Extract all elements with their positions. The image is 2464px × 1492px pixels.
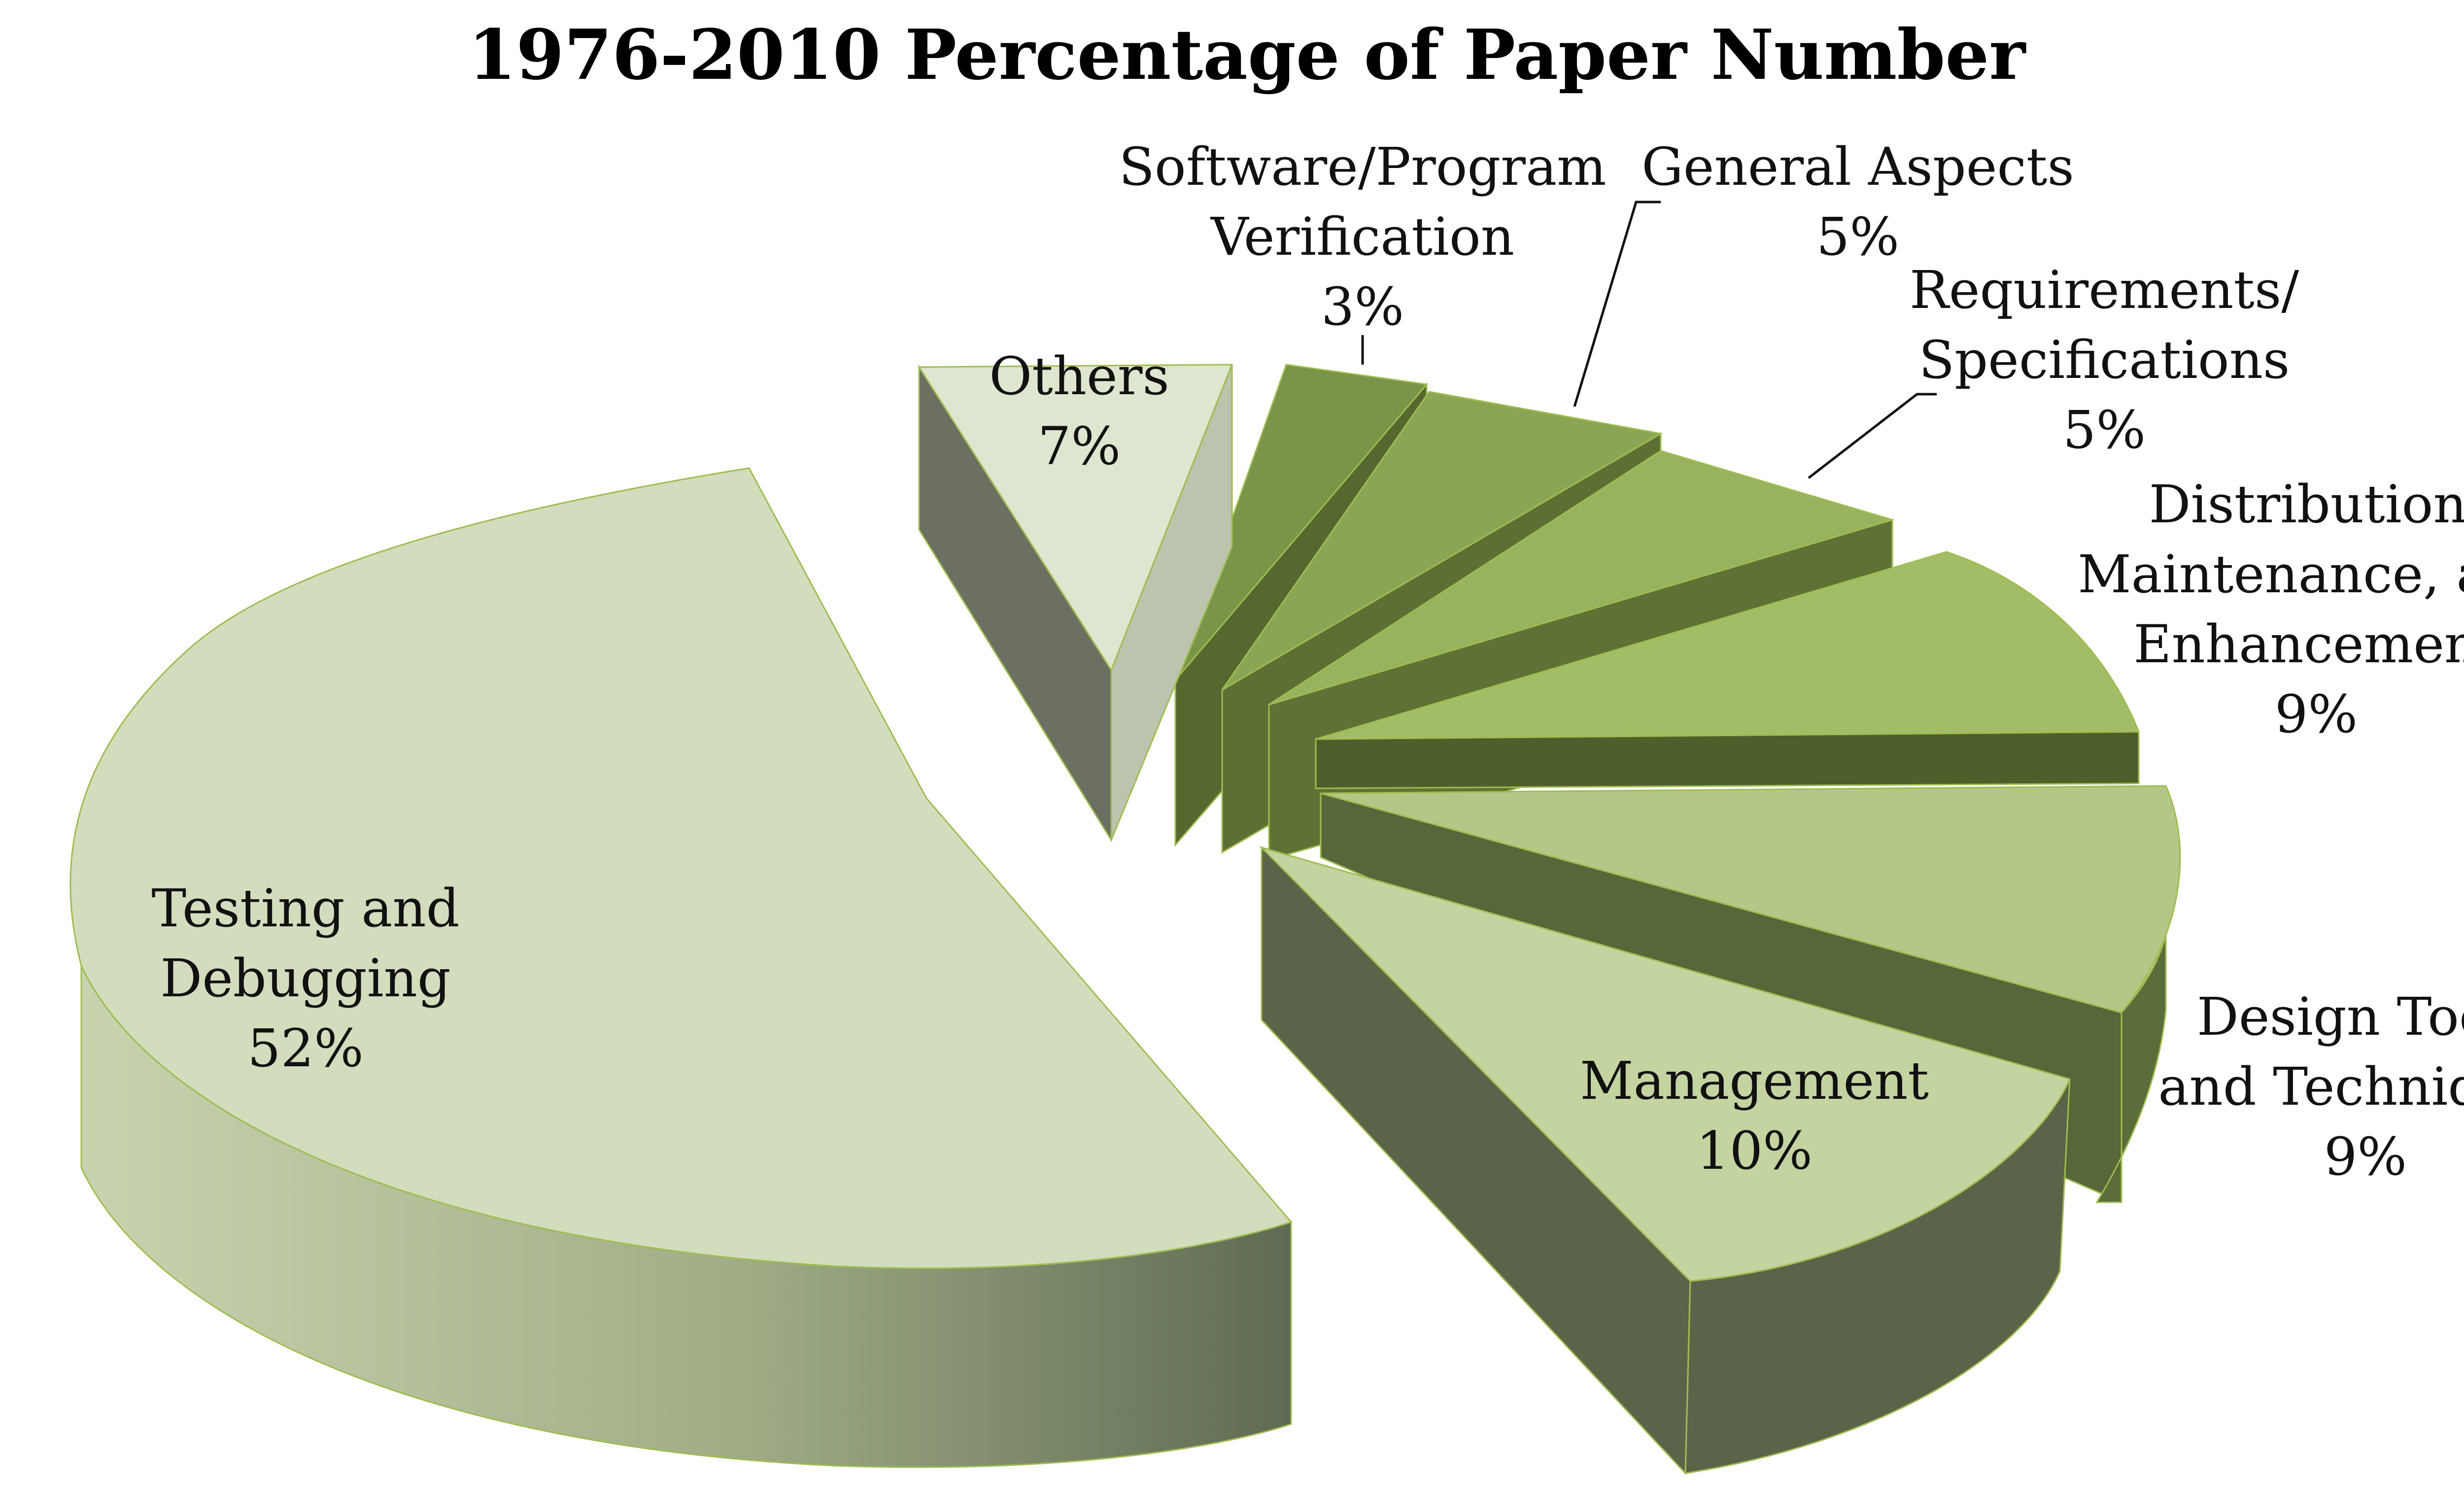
slice-label-line: Management xyxy=(1580,1051,1929,1111)
pie-slice-wall-distribution-maintenance-and-enhancement xyxy=(1315,731,2140,789)
slice-percent-label: 10% xyxy=(1696,1120,1813,1181)
slice-label-line: Testing and xyxy=(151,878,459,939)
pie-slice-top-management xyxy=(1259,846,2071,1282)
pie-slice-distribution-maintenance-and-enhancement xyxy=(1315,551,2140,789)
slice-label-line: Others xyxy=(989,346,1169,407)
slice-label-line: Distribution, xyxy=(2149,474,2464,535)
slice-label-line: Debugging xyxy=(160,948,451,1009)
pie-slice-rim-design-tools-and-techniques xyxy=(2095,872,2170,1203)
slice-label-general-aspects: General Aspects 5% xyxy=(1642,136,2074,267)
pie-slice-top-others xyxy=(918,364,1233,672)
chart-title: 1976-2010 Percentage of Paper Number xyxy=(468,15,2027,96)
slice-label-design-tools-and-techniques: Design Tools and Techniques 9% xyxy=(2158,986,2464,1187)
slice-percent-label: 7% xyxy=(1038,416,1121,476)
pie-slice-top-distribution-maintenance-and-enhancement xyxy=(1315,551,2140,740)
slice-percent-label: 52% xyxy=(247,1018,364,1079)
slice-label-line: Maintenance, and xyxy=(2078,544,2464,605)
slice-label-testing-and-debugging: Testing and Debugging 52% xyxy=(151,878,459,1079)
slices-layer xyxy=(69,364,2181,1475)
slice-label-line: Design Tools xyxy=(2197,986,2464,1047)
slice-percent-label: 9% xyxy=(2275,684,2358,745)
slice-percent-label: 5% xyxy=(1816,206,1899,267)
slice-label-software-program-verification: Software/Program Verification 3% xyxy=(1119,136,1606,337)
pie-slice-testing-and-debugging xyxy=(69,467,1293,1468)
pie-slice-top-requirements-specifications xyxy=(1268,450,1895,706)
slice-label-line: Software/Program xyxy=(1119,136,1606,197)
leader-line-general-aspects xyxy=(1573,201,1661,407)
labels-layer: Testing and Debugging 52% Others 7% Software/… xyxy=(151,136,2464,1187)
slice-label-line: Enhancement xyxy=(2133,614,2464,675)
pie-slice-top-testing-and-debugging xyxy=(69,467,1293,1269)
slice-percent-label: 5% xyxy=(2063,400,2146,460)
slice-label-distribution-maintenance-and-enhancement: Distribution, Maintenance, and Enhancement… xyxy=(2078,474,2464,745)
pie-slice-others xyxy=(918,364,1233,843)
leader-lines xyxy=(1361,201,1937,479)
slice-label-line: Verification xyxy=(1210,206,1514,267)
slice-label-line: Requirements/ xyxy=(1910,260,2299,320)
slice-label-line: General Aspects xyxy=(1642,136,2074,197)
slice-label-line: and Techniques xyxy=(2158,1056,2464,1117)
slice-label-management: Management 10% xyxy=(1580,1051,1929,1181)
slice-label-line: Specifications xyxy=(1919,330,2290,390)
pie-slice-top-design-tools-and-techniques xyxy=(1320,785,2181,1014)
pie-slice-top-general-aspects xyxy=(1221,391,1663,691)
slice-label-others: Others 7% xyxy=(989,346,1169,476)
pie-slice-management xyxy=(1259,846,2071,1475)
leader-line-requirements xyxy=(1808,393,1937,479)
slice-label-requirements-specifications: Requirements/Specifications 5% xyxy=(1910,260,2299,460)
slice-percent-label: 3% xyxy=(1321,276,1404,337)
slice-percent-label: 9% xyxy=(2324,1126,2407,1187)
